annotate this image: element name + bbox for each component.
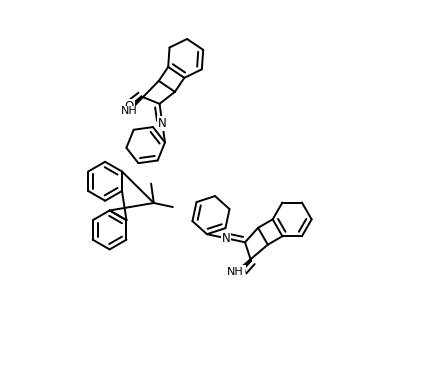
Text: O: O — [235, 266, 245, 279]
Text: O: O — [124, 100, 133, 113]
Text: N: N — [221, 232, 230, 245]
Text: N: N — [158, 117, 166, 130]
Text: NH: NH — [120, 106, 137, 117]
Text: NH: NH — [227, 267, 243, 277]
